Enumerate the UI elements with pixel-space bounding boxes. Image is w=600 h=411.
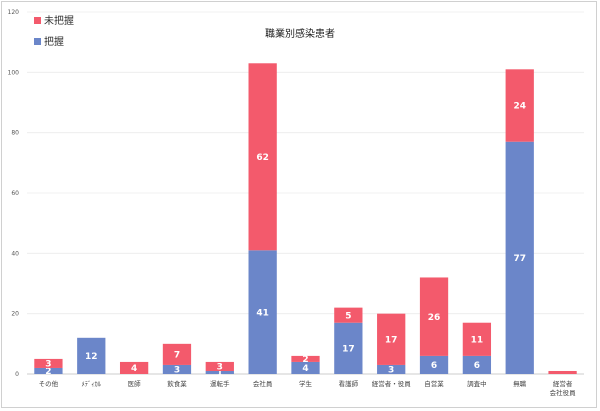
data-label-known: 2 [45, 367, 51, 377]
data-label-unknown: 2 [302, 355, 308, 365]
bar-segment-known [505, 141, 534, 374]
bar-segment-unknown [505, 69, 534, 142]
y-tick-label: 80 [11, 130, 19, 137]
bar-segment-known [162, 364, 192, 374]
bar-segment-unknown [248, 63, 277, 251]
data-label-unknown: 26 [428, 313, 441, 323]
x-axis-categories: その他 ﾒﾃﾞｨｶﾙ 医師 飲食業 運転手 会社員 学生 看護師 経営者・役員 自営業 調査中 無職 経… [39, 379, 576, 397]
chart-title: 職業別感染患者 [265, 27, 335, 40]
category-label: 会社員 [253, 379, 273, 388]
bar-segment-unknown [291, 355, 320, 362]
data-label-known: 6 [474, 361, 480, 371]
y-tick-label: 120 [8, 9, 20, 16]
y-tick-label: 20 [11, 311, 19, 318]
category-label: 看護師 [339, 379, 359, 388]
bar-segment-unknown [205, 361, 234, 371]
data-label-known: 6 [431, 361, 437, 371]
bar-segment-known [291, 361, 320, 374]
bar-segment-known [205, 370, 234, 374]
category-label: 調査中 [467, 379, 487, 388]
data-label-unknown: 11 [471, 336, 484, 346]
bar-segment-known [377, 364, 406, 374]
y-tick-label: 40 [11, 250, 19, 257]
bar-segment-unknown [119, 361, 149, 374]
data-label-known: 41 [256, 308, 269, 318]
data-label-known: 3 [388, 366, 394, 376]
data-label-unknown: 5 [345, 311, 351, 321]
category-label: 経営者 [553, 379, 573, 388]
gridlines [27, 11, 584, 375]
bar-segment-known [462, 355, 492, 374]
y-tick-label: 100 [8, 69, 20, 76]
bar-segment-known [248, 250, 277, 374]
bar-segment-known [34, 367, 63, 374]
y-tick-label: 0 [15, 371, 19, 378]
data-label-known: 77 [513, 254, 526, 264]
category-label: 会社役員 [550, 388, 577, 397]
bar-segment-unknown [462, 322, 492, 356]
data-label-known: 17 [342, 345, 355, 355]
category-label: 学生 [299, 379, 313, 388]
category-label: 運転手 [210, 379, 230, 388]
bar-segment-unknown [377, 313, 406, 365]
bar-segment-unknown [334, 307, 363, 323]
legend-label-unknown: 未把握 [44, 14, 74, 27]
category-label: ﾒﾃﾞｨｶﾙ [82, 380, 102, 388]
data-label-unknown: 4 [131, 364, 137, 374]
category-label: 経営者・役員 [372, 379, 412, 388]
data-label-unknown: 3 [45, 360, 51, 370]
category-label: その他 [39, 379, 59, 388]
category-label: 医師 [128, 379, 142, 388]
y-axis: 0 20 40 60 80 100 120 [8, 9, 20, 378]
data-label-unknown: 24 [513, 102, 526, 112]
bar-segment-known [334, 322, 363, 374]
y-tick-label: 60 [11, 190, 19, 197]
bar-segment-unknown [162, 343, 192, 365]
legend: 未把握 把握 [34, 14, 74, 48]
data-label-known: 4 [302, 364, 308, 374]
bar-segment-unknown [419, 277, 449, 356]
data-label-known: 12 [85, 352, 98, 362]
bar-segment-known [77, 337, 106, 374]
category-label: 無職 [513, 379, 527, 388]
category-label: 自営業 [424, 379, 444, 388]
bar-segment-known [419, 355, 449, 374]
legend-swatch-known [34, 38, 41, 45]
data-label-unknown: 17 [385, 336, 398, 346]
category-label: 飲食業 [167, 379, 187, 388]
bar-segment-unknown [548, 370, 577, 374]
legend-label-known: 把握 [44, 35, 64, 48]
data-label-unknown: 7 [174, 351, 180, 361]
data-label-unknown: 62 [256, 153, 269, 163]
bar-segment-unknown [34, 358, 63, 368]
data-label-unknown: 3 [217, 363, 223, 373]
data-label-known: 1 [217, 369, 223, 379]
data-label-known: 3 [174, 366, 180, 376]
legend-swatch-unknown [34, 17, 41, 24]
